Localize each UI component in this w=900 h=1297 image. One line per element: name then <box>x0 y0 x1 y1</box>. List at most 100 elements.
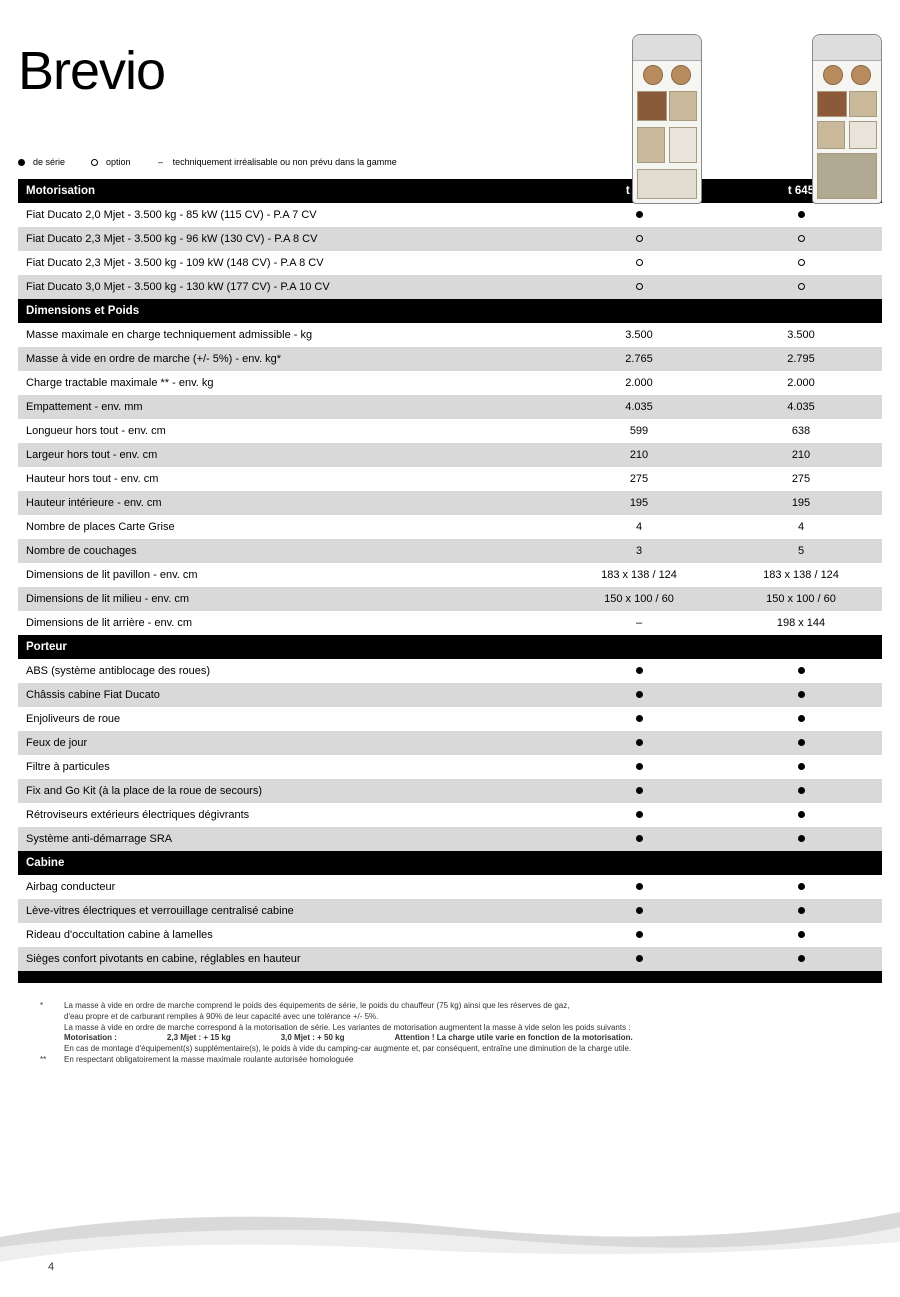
symbol-option <box>636 259 643 266</box>
footnote-line: En cas de montage d'équipement(s) supplé… <box>64 1044 860 1055</box>
symbol-serie <box>636 811 643 818</box>
row-label: Dimensions de lit arrière - env. cm <box>18 611 558 635</box>
table-row: Rideau d'occultation cabine à lamelles <box>18 923 882 947</box>
legend-serie-label: de série <box>33 157 65 167</box>
row-c2 <box>720 803 882 827</box>
symbol-serie <box>636 667 643 674</box>
legend-option-icon <box>91 159 98 166</box>
row-label: Hauteur hors tout - env. cm <box>18 467 558 491</box>
section-header <box>18 971 558 983</box>
row-label: Hauteur intérieure - env. cm <box>18 491 558 515</box>
table-row: Rétroviseurs extérieurs électriques dégi… <box>18 803 882 827</box>
row-c2: 195 <box>720 491 882 515</box>
row-c1 <box>558 755 720 779</box>
row-c1 <box>558 683 720 707</box>
row-c1: 210 <box>558 443 720 467</box>
row-c2 <box>720 203 882 227</box>
row-c2 <box>720 755 882 779</box>
row-c1 <box>558 251 720 275</box>
table-row: Charge tractable maximale ** - env. kg2.… <box>18 371 882 395</box>
row-c2: 2.795 <box>720 347 882 371</box>
row-c1: 2.765 <box>558 347 720 371</box>
table-row: Feux de jour <box>18 731 882 755</box>
symbol-serie <box>636 955 643 962</box>
symbol-serie <box>798 883 805 890</box>
table-row: Châssis cabine Fiat Ducato <box>18 683 882 707</box>
symbol-serie <box>798 763 805 770</box>
row-c2: 3.500 <box>720 323 882 347</box>
table-row: Fix and Go Kit (à la place de la roue de… <box>18 779 882 803</box>
row-c1: 195 <box>558 491 720 515</box>
row-c2: 198 x 144 <box>720 611 882 635</box>
legend-option-label: option <box>106 157 131 167</box>
table-row: Dimensions de lit milieu - env. cm 150 x … <box>18 587 882 611</box>
row-label: Charge tractable maximale ** - env. kg <box>18 371 558 395</box>
floorplan-t645 <box>812 34 882 204</box>
row-c1: 4 <box>558 515 720 539</box>
legend-dash-icon: – <box>157 157 165 167</box>
cell-value: 4 <box>798 521 804 533</box>
row-label: Longueur hors tout - env. cm <box>18 419 558 443</box>
section-header: Dimensions et Poids <box>18 299 558 323</box>
cell-value: 2.795 <box>787 353 815 365</box>
symbol-serie <box>636 931 643 938</box>
row-label: ABS (système antiblocage des roues) <box>18 659 558 683</box>
footnote-line: La masse à vide en ordre de marche compr… <box>64 1001 860 1012</box>
row-label: Dimensions de lit milieu - env. cm <box>18 587 558 611</box>
footnote-star-mark: * <box>40 1001 54 1055</box>
row-c1 <box>558 875 720 899</box>
footnotes: * La masse à vide en ordre de marche com… <box>40 1001 860 1066</box>
row-label: Fiat Ducato 2,3 Mjet - 3.500 kg - 96 kW … <box>18 227 558 251</box>
cell-value: 195 <box>792 497 810 509</box>
row-c1 <box>558 203 720 227</box>
footnote-mot-label: Motorisation : <box>64 1033 117 1044</box>
footnote-line: d'eau propre et de carburant remplies à … <box>64 1012 860 1023</box>
legend-serie-icon <box>18 159 25 166</box>
cell-value: 2.765 <box>625 353 653 365</box>
cell-value: 2.000 <box>787 377 815 389</box>
table-row: Filtre à particules <box>18 755 882 779</box>
table-row: Longueur hors tout - env. cm599638 <box>18 419 882 443</box>
row-c2 <box>720 659 882 683</box>
table-row: Hauteur intérieure - env. cm195195 <box>18 491 882 515</box>
row-c1 <box>558 707 720 731</box>
symbol-serie <box>636 883 643 890</box>
cell-value: 210 <box>630 449 648 461</box>
row-c1: – <box>558 611 720 635</box>
row-label: Masse maximale en charge techniquement a… <box>18 323 558 347</box>
row-c2 <box>720 731 882 755</box>
symbol-dash: – <box>636 617 642 629</box>
row-c1: 3.500 <box>558 323 720 347</box>
row-c2: 150 x 100 / 60 <box>720 587 882 611</box>
symbol-serie <box>636 715 643 722</box>
section-header: Motorisation <box>18 179 558 203</box>
row-c2 <box>720 251 882 275</box>
table-row: Enjoliveurs de roue <box>18 707 882 731</box>
symbol-serie <box>798 811 805 818</box>
row-c1: 2.000 <box>558 371 720 395</box>
row-c2: 4 <box>720 515 882 539</box>
row-c2: 183 x 138 / 124 <box>720 563 882 587</box>
row-label: Nombre de places Carte Grise <box>18 515 558 539</box>
row-c1 <box>558 659 720 683</box>
row-c1 <box>558 827 720 851</box>
row-label: Système anti-démarrage SRA <box>18 827 558 851</box>
symbol-serie <box>636 835 643 842</box>
row-c1: 4.035 <box>558 395 720 419</box>
row-label: Rétroviseurs extérieurs électriques dégi… <box>18 803 558 827</box>
symbol-serie <box>798 787 805 794</box>
row-c2 <box>720 875 882 899</box>
row-label: Fiat Ducato 2,0 Mjet - 3.500 kg - 85 kW … <box>18 203 558 227</box>
symbol-option <box>636 283 643 290</box>
cell-value: 3 <box>636 545 642 557</box>
symbol-serie <box>636 763 643 770</box>
cell-value: 638 <box>792 425 810 437</box>
row-c2: 4.035 <box>720 395 882 419</box>
row-c1 <box>558 899 720 923</box>
row-c1: 3 <box>558 539 720 563</box>
row-label: Fiat Ducato 2,3 Mjet - 3.500 kg - 109 kW… <box>18 251 558 275</box>
row-c2: 275 <box>720 467 882 491</box>
symbol-serie <box>798 907 805 914</box>
symbol-serie <box>798 931 805 938</box>
table-row: Fiat Ducato 2,3 Mjet - 3.500 kg - 109 kW… <box>18 251 882 275</box>
